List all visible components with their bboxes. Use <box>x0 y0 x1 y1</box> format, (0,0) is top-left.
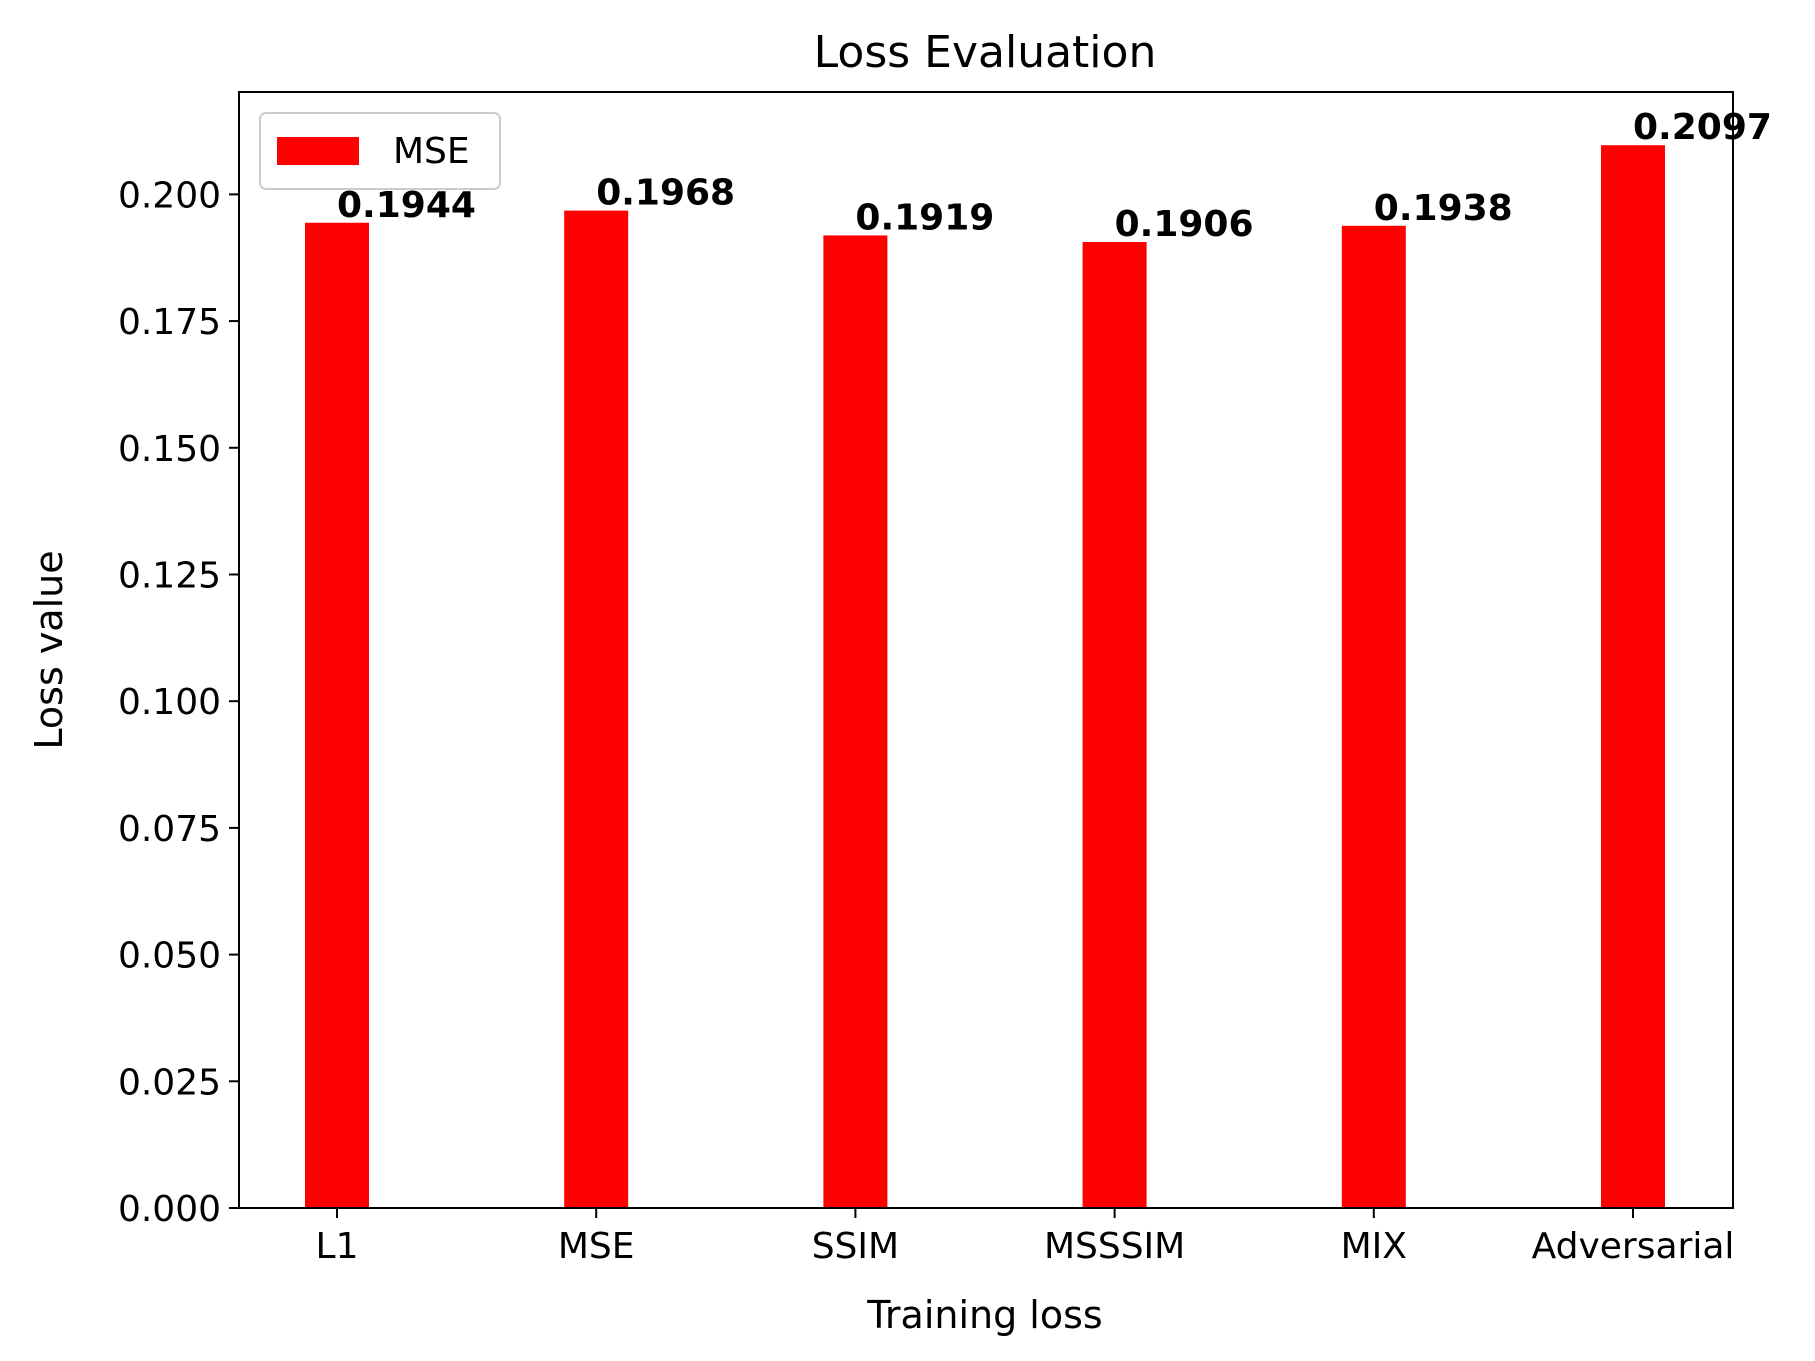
y-tick-label: 0.125 <box>118 555 221 596</box>
x-tick-label-ssim: SSIM <box>812 1226 899 1267</box>
value-label-mse: 0.1968 <box>596 173 735 214</box>
bar-msssim <box>1082 242 1147 1208</box>
x-tick-label-msssim: MSSSIM <box>1044 1226 1185 1267</box>
y-tick-label: 0.050 <box>118 936 221 977</box>
bars-group <box>305 145 1665 1209</box>
bar-ssim <box>823 235 888 1208</box>
value-label-msssim: 0.1906 <box>1115 204 1254 245</box>
legend-box <box>259 112 501 190</box>
y-tick-label: 0.200 <box>118 175 221 216</box>
chart-title: Loss Evaluation <box>814 27 1157 78</box>
value-label-ssim: 0.1919 <box>855 197 994 238</box>
bar-mse <box>564 210 629 1209</box>
x-tick-label-mix: MIX <box>1341 1226 1407 1267</box>
value-label-l1: 0.1944 <box>337 185 476 226</box>
y-axis: 0.000 0.025 0.050 0.075 0.100 0.125 0.150 0.175… <box>118 175 239 1230</box>
x-axis-label: Training loss <box>866 1293 1102 1337</box>
y-tick-label: 0.100 <box>118 682 221 723</box>
legend-label-mse: MSE <box>393 131 470 172</box>
x-tick-label-mse: MSE <box>558 1226 635 1267</box>
y-tick-label: 0.075 <box>118 809 221 850</box>
x-tick-label-adversarial: Adversarial <box>1532 1226 1735 1267</box>
value-labels-group: 0.1944 0.1968 0.1919 0.1906 0.1938 0.2097 <box>337 107 1772 245</box>
y-tick-label: 0.025 <box>118 1062 221 1103</box>
legend: MSE <box>259 112 501 190</box>
y-tick-label: 0.150 <box>118 429 221 470</box>
plot-frame <box>238 91 1734 1209</box>
value-label-adversarial: 0.2097 <box>1633 107 1772 148</box>
y-tick-label: 0.175 <box>118 302 221 343</box>
y-tick-label: 0.000 <box>118 1189 221 1230</box>
bar-l1 <box>305 222 369 1208</box>
y-axis-label: Loss value <box>27 550 71 749</box>
bar-adversarial <box>1601 145 1665 1209</box>
x-tick-label-l1: L1 <box>316 1226 359 1267</box>
value-label-mix: 0.1938 <box>1374 188 1513 229</box>
x-axis: L1 MSE SSIM MSSSIM MIX Adversarial <box>316 1208 1735 1267</box>
bar-mix <box>1341 225 1406 1209</box>
legend-swatch <box>277 137 359 165</box>
